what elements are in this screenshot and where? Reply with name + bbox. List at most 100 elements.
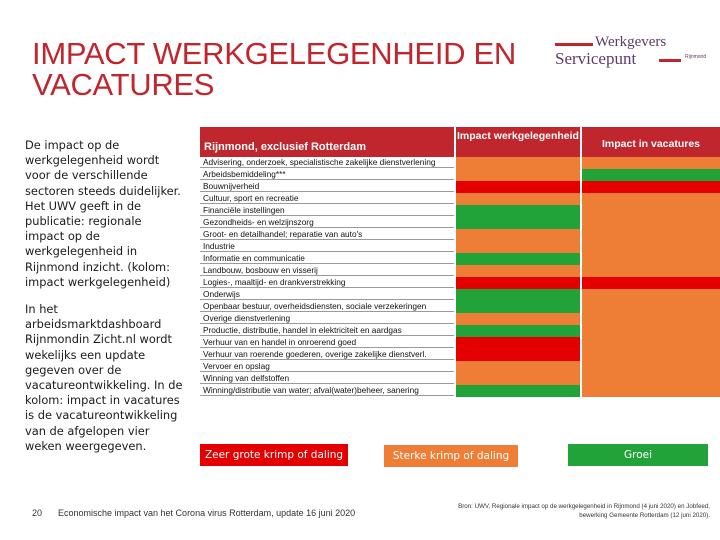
table-row: Onderwijs [200,289,720,301]
sector-name: Financiële instellingen [200,205,454,216]
table-row: Openbaar bestuur, overheidsdiensten, soc… [200,301,720,313]
sector-name: Overige dienstverlening [200,313,454,324]
sector-name: Productie, distributie, handel in elektr… [200,325,454,336]
impact-vacatures-cell [582,229,720,241]
impact-werkgelegenheid-cell [456,241,580,253]
sector-name: Advisering, onderzoek, specialistische z… [200,157,454,168]
werkgevers-servicepunt-logo: Werkgevers Servicepunt Rijnmond [553,34,713,74]
sector-name: Bouwnijverheid [200,181,454,192]
header-sector-label: Rijnmond, exclusief Rotterdam [204,141,366,153]
sector-name: Logies-, maaltijd- en drankverstrekking [200,277,454,288]
page-number: 20 [32,508,43,518]
sector-name: Industrie [200,241,454,252]
sector-name: Onderwijs [200,289,454,300]
impact-werkgelegenheid-cell [456,337,580,349]
sector-name: Gezondheids- en welzijnszorg [200,217,454,228]
logo-line2: Servicepunt [555,49,637,68]
impact-vacatures-cell [582,157,720,169]
table-row: Winning/distributie van water; afval(wat… [200,385,720,397]
sector-impact-table: Rijnmond, exclusief Rotterdam Impact wer… [200,127,720,427]
impact-werkgelegenheid-cell [456,349,580,361]
impact-werkgelegenheid-cell [456,169,580,181]
table-row: Logies-, maaltijd- en drankverstrekking [200,277,720,289]
logo-accent-bar [555,43,593,46]
table-row: Gezondheids- en welzijnszorg [200,217,720,229]
impact-vacatures-cell [582,181,720,193]
impact-werkgelegenheid-cell [456,325,580,337]
impact-vacatures-cell [582,301,720,313]
impact-werkgelegenheid-cell [456,289,580,301]
legend-sterke-krimp: Sterke krimp of daling [384,445,518,467]
intro-text-vacatures: In het arbeidsmarktdashboard Rijnmondin … [25,302,183,453]
impact-vacatures-cell [582,289,720,301]
table-row: Financiële instellingen [200,205,720,217]
impact-vacatures-cell [582,169,720,181]
logo-line1: Werkgevers [595,34,667,50]
table-row: Productie, distributie, handel in elektr… [200,325,720,337]
table-row: Verhuur van en handel in onroerend goed [200,337,720,349]
header-vacatures: Impact in vacatures [582,127,720,157]
impact-vacatures-cell [582,205,720,217]
impact-werkgelegenheid-cell [456,217,580,229]
intro-text-werkgelegenheid: De impact op de werkgelegenheid wordt vo… [25,138,181,289]
page-title: IMPACT WERKGELEGENHEID EN VACATURES [32,36,516,102]
logo-accent-bar [659,59,681,62]
impact-vacatures-cell [582,217,720,229]
sector-name: Arbeidsbemiddeling*** [200,169,454,180]
table-row: Industrie [200,241,720,253]
impact-vacatures-cell [582,265,720,277]
table-row: Groot- en detailhandel; reparatie van au… [200,229,720,241]
table-row: Cultuur, sport en recreatie [200,193,720,205]
legend-groei: Groei [568,444,708,466]
impact-werkgelegenheid-cell [456,193,580,205]
impact-vacatures-cell [582,373,720,385]
impact-werkgelegenheid-cell [456,157,580,169]
impact-werkgelegenheid-cell [456,205,580,217]
table-row: Informatie en communicatie [200,253,720,265]
impact-werkgelegenheid-cell [456,265,580,277]
sector-name: Winning van delfstoffen [200,373,454,384]
sector-name: Groot- en detailhandel; reparatie van au… [200,229,454,240]
source-note: Bron: UWV, Regionale impact op de werkge… [458,503,710,519]
sector-name: Informatie en communicatie [200,253,454,264]
impact-werkgelegenheid-cell [456,277,580,289]
impact-vacatures-cell [582,337,720,349]
sector-name: Cultuur, sport en recreatie [200,193,454,204]
sector-name: Openbaar bestuur, overheidsdiensten, soc… [200,301,454,312]
table-row: Winning van delfstoffen [200,373,720,385]
table-row: Advisering, onderzoek, specialistische z… [200,157,720,169]
table-row: Verhuur van roerende goederen, overige z… [200,349,720,361]
impact-vacatures-cell [582,385,720,397]
impact-werkgelegenheid-cell [456,361,580,373]
header-impact-label: Impact werkgelegenheid [457,130,579,142]
sector-name: Verhuur van en handel in onroerend goed [200,337,454,348]
impact-werkgelegenheid-cell [456,301,580,313]
impact-vacatures-cell [582,325,720,337]
sector-name: Verhuur van roerende goederen, overige z… [200,349,454,360]
impact-werkgelegenheid-cell [456,373,580,385]
impact-werkgelegenheid-cell [456,313,580,325]
table-row: Bouwnijverheid [200,181,720,193]
sector-name: Vervoer en opslag [200,361,454,372]
header-impact: Impact werkgelegenheid [456,127,580,157]
legend-zeer-grote-krimp: Zeer grote krimp of daling [200,444,348,466]
impact-vacatures-cell [582,361,720,373]
sector-name: Winning/distributie van water; afval(wat… [200,385,454,396]
footer-text: Economische impact van het Corona virus … [58,508,356,518]
impact-vacatures-cell [582,193,720,205]
table-row: Landbouw, bosbouw en visserij [200,265,720,277]
impact-werkgelegenheid-cell [456,181,580,193]
logo-region: Rijnmond [685,54,707,60]
impact-vacatures-cell [582,313,720,325]
impact-vacatures-cell [582,241,720,253]
impact-werkgelegenheid-cell [456,229,580,241]
table-row: Overige dienstverlening [200,313,720,325]
impact-vacatures-cell [582,253,720,265]
table-row: Arbeidsbemiddeling*** [200,169,720,181]
impact-vacatures-cell [582,277,720,289]
header-vacatures-label: Impact in vacatures [601,138,701,150]
sector-name: Landbouw, bosbouw en visserij [200,265,454,276]
impact-werkgelegenheid-cell [456,385,580,397]
header-sector: Rijnmond, exclusief Rotterdam [200,127,454,157]
table-row: Vervoer en opslag [200,361,720,373]
